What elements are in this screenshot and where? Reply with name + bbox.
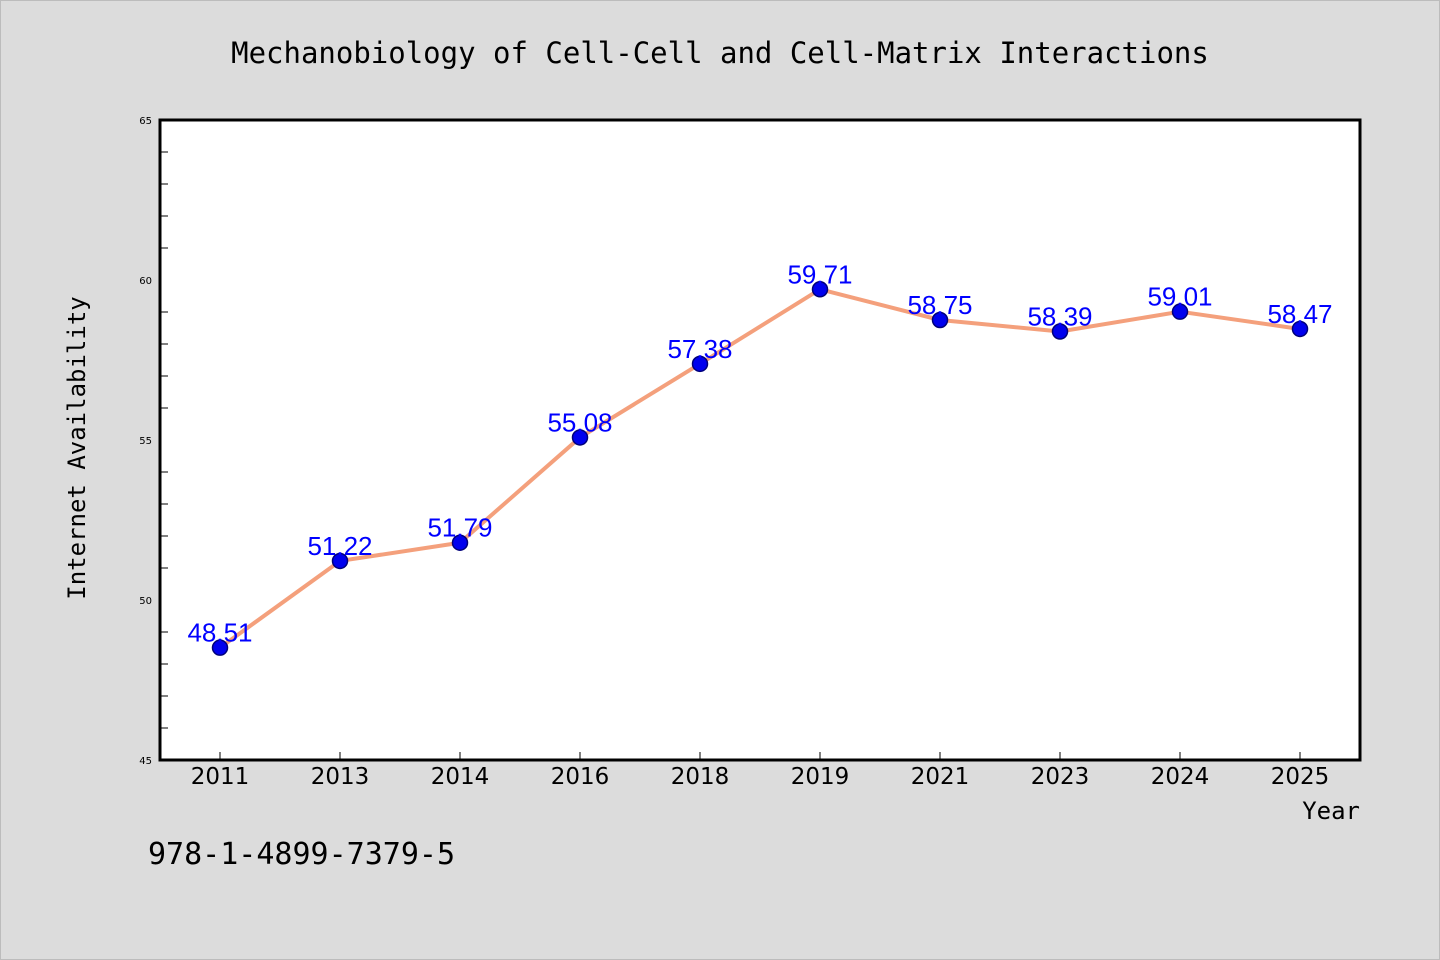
- data-label: 57.38: [667, 334, 732, 364]
- plot-area: [160, 120, 1360, 760]
- x-axis-label: Year: [1302, 797, 1360, 825]
- data-label: 58.39: [1027, 302, 1092, 332]
- data-point: [1051, 323, 1069, 340]
- data-point: [1171, 303, 1189, 320]
- x-tick-label: 2018: [671, 764, 730, 790]
- series-markers: [211, 281, 1309, 656]
- data-point: [211, 639, 229, 656]
- y-tick-label: 50: [139, 596, 152, 607]
- series-line: [218, 287, 1302, 650]
- x-tick-label: 2011: [191, 764, 250, 790]
- data-label: 58.47: [1267, 299, 1332, 329]
- y-tick-label: 55: [139, 436, 152, 447]
- data-labels: 48.51 51.22 51.79 55.08 57.38 59.71 58.75 58.39…: [187, 259, 1332, 647]
- y-tick-label: 65: [139, 116, 152, 127]
- y-tick-label: 45: [139, 756, 152, 767]
- data-label: 59.01: [1147, 282, 1212, 312]
- isbn-text: 978-1-4899-7379-5: [148, 837, 455, 872]
- x-tick-label: 2016: [551, 764, 610, 790]
- data-point: [811, 281, 829, 298]
- x-tick-label: 2023: [1031, 764, 1090, 790]
- x-tick-label: 2019: [791, 764, 850, 790]
- data-point: [931, 311, 949, 329]
- data-label: 58.75: [907, 290, 972, 320]
- x-tick-label: 2014: [431, 764, 490, 790]
- x-axis-ticks: 2011 2013 2014 2016 2018 2019 2021 2023 2024 2025: [191, 752, 1330, 790]
- data-point: [571, 429, 589, 446]
- x-tick-label: 2013: [311, 764, 370, 790]
- data-label: 51.79: [427, 513, 492, 543]
- y-axis-label: Internet Availability: [63, 296, 91, 599]
- plot-border: [158, 118, 1362, 762]
- x-tick-label: 2025: [1271, 764, 1330, 790]
- data-point: [1291, 320, 1309, 338]
- data-label: 51.22: [307, 531, 372, 561]
- y-tick-label: 60: [139, 276, 152, 287]
- data-label: 55.08: [547, 407, 612, 437]
- x-tick-label: 2024: [1151, 764, 1210, 790]
- chart-title: Mechanobiology of Cell-Cell and Cell-Mat…: [231, 36, 1209, 70]
- data-point: [691, 355, 709, 373]
- data-label: 48.51: [187, 618, 252, 648]
- x-tick-label: 2021: [911, 764, 970, 790]
- data-point: [331, 552, 349, 570]
- data-point: [451, 534, 469, 551]
- data-label: 59.71: [787, 259, 852, 289]
